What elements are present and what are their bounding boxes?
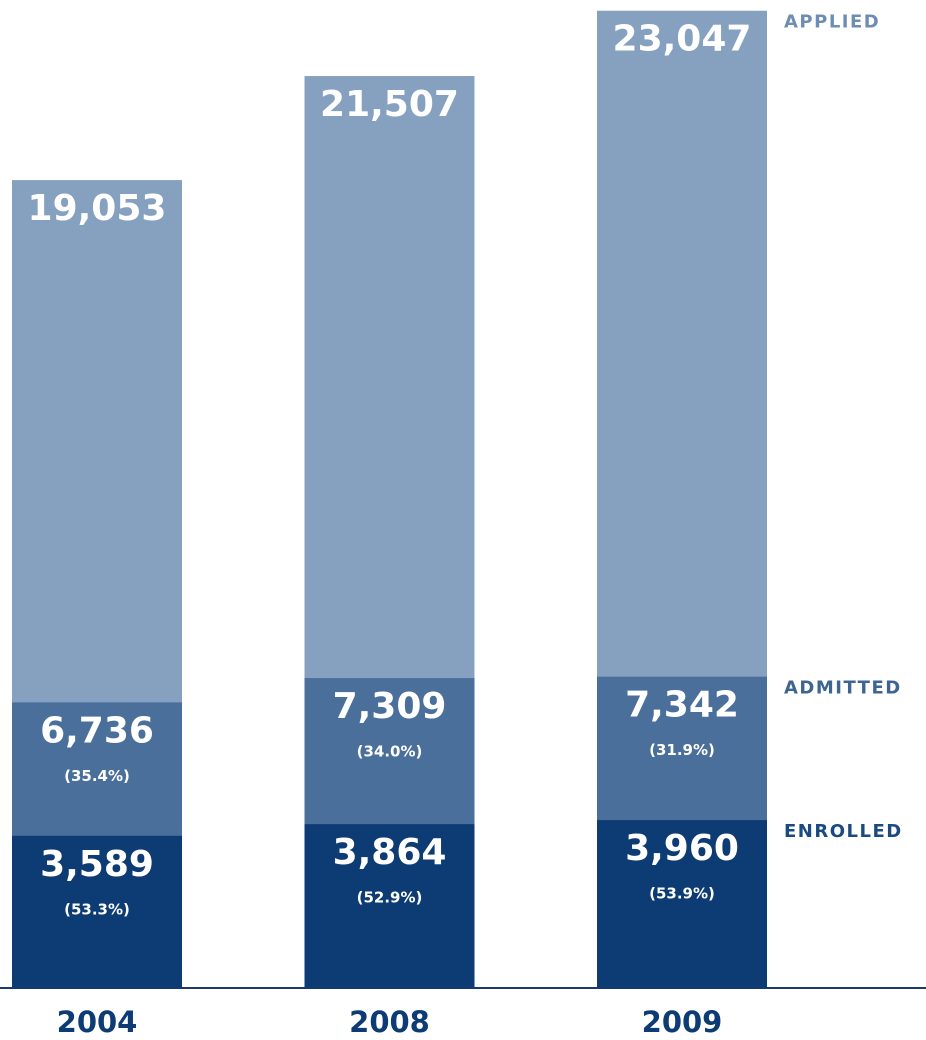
rate-label: (31.9%) [649, 741, 715, 759]
value-label: 3,864 [333, 832, 447, 873]
value-label: 6,736 [40, 710, 154, 751]
x-tick-label: 2004 [57, 1005, 138, 1039]
value-label: 3,960 [625, 828, 739, 869]
rate-label: (53.9%) [649, 885, 715, 903]
legend-label: APPLIED [784, 12, 880, 33]
rate-label: (35.4%) [64, 767, 130, 785]
value-label: 7,309 [333, 686, 447, 727]
value-label: 21,507 [320, 84, 459, 125]
legend-label: ENROLLED [784, 821, 903, 842]
value-label: 23,047 [613, 19, 752, 60]
value-label: 3,589 [40, 844, 154, 885]
bar [304, 824, 475, 988]
value-label: 7,342 [625, 685, 739, 726]
value-label: 19,053 [28, 188, 167, 229]
rate-label: (53.3%) [64, 900, 130, 918]
x-tick-label: 2009 [642, 1005, 723, 1039]
bar [597, 820, 767, 988]
legend-label: ADMITTED [784, 678, 902, 699]
x-tick-label: 2008 [349, 1005, 430, 1039]
bar [12, 835, 182, 988]
rate-label: (52.9%) [357, 889, 423, 907]
rate-label: (34.0%) [357, 743, 423, 761]
